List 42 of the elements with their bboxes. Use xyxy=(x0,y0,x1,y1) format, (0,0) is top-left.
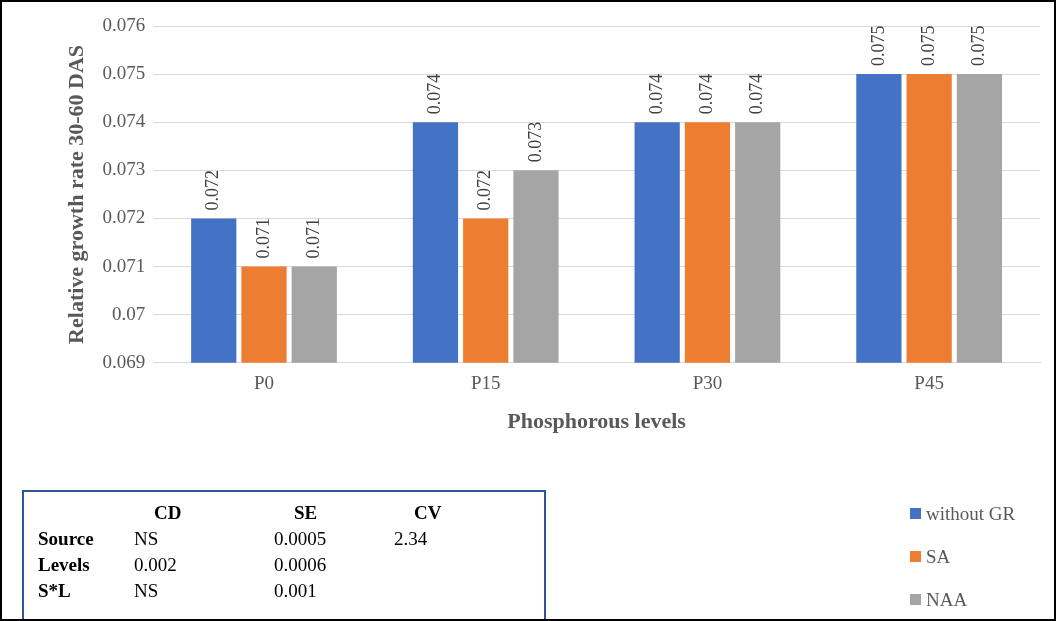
data-label: 0.075 xyxy=(867,25,888,67)
text: NS xyxy=(134,528,159,550)
y-axis-title: Relative growth rate 30-60 DAS xyxy=(62,44,88,344)
text: CD xyxy=(154,502,182,524)
data-label: 0.072 xyxy=(202,169,223,211)
y-tick-label: 0.069 xyxy=(102,350,146,372)
data-label: 0.075 xyxy=(917,25,938,67)
text: 0.0005 xyxy=(274,528,327,550)
legend-label: SA xyxy=(926,545,951,568)
data-label: 0.074 xyxy=(696,73,717,115)
x-tick-label: P45 xyxy=(914,372,944,394)
data-label: 0.074 xyxy=(645,73,666,115)
data-label: 0.073 xyxy=(524,121,545,163)
data-label: 0.074 xyxy=(746,73,767,115)
y-tick-label: 0.076 xyxy=(102,13,146,35)
text: NS xyxy=(134,580,159,602)
data-label: 0.074 xyxy=(424,73,445,115)
x-tick-label: P0 xyxy=(253,372,275,394)
text: 0.001 xyxy=(274,580,317,602)
text: 0.002 xyxy=(134,554,177,576)
data-label: 0.075 xyxy=(968,25,989,67)
text: Source xyxy=(38,528,94,550)
y-tick-label: 0.071 xyxy=(102,254,146,276)
y-tick-label: 0.075 xyxy=(102,62,146,84)
y-tick-label: 0.073 xyxy=(102,158,146,180)
data-label: 0.071 xyxy=(252,218,273,259)
text: SE xyxy=(294,502,318,524)
text: 0.0006 xyxy=(274,554,327,576)
legend-label: without GR xyxy=(926,502,1016,525)
text: Levels xyxy=(38,554,90,576)
y-tick-label: 0.074 xyxy=(102,110,146,132)
x-tick-label: P30 xyxy=(692,372,723,394)
text: CV xyxy=(414,502,442,524)
legend-label: NAA xyxy=(926,588,968,611)
data-label: 0.072 xyxy=(474,169,495,211)
data-label: 0.071 xyxy=(303,218,323,259)
x-axis-title: Phosphorous levels xyxy=(507,408,687,434)
x-tick-label: P15 xyxy=(470,372,501,394)
text: 2.34 xyxy=(394,528,428,550)
y-tick-label: 0.072 xyxy=(102,206,146,228)
text: S*L xyxy=(38,580,71,602)
y-tick-label: 0.07 xyxy=(111,302,146,324)
